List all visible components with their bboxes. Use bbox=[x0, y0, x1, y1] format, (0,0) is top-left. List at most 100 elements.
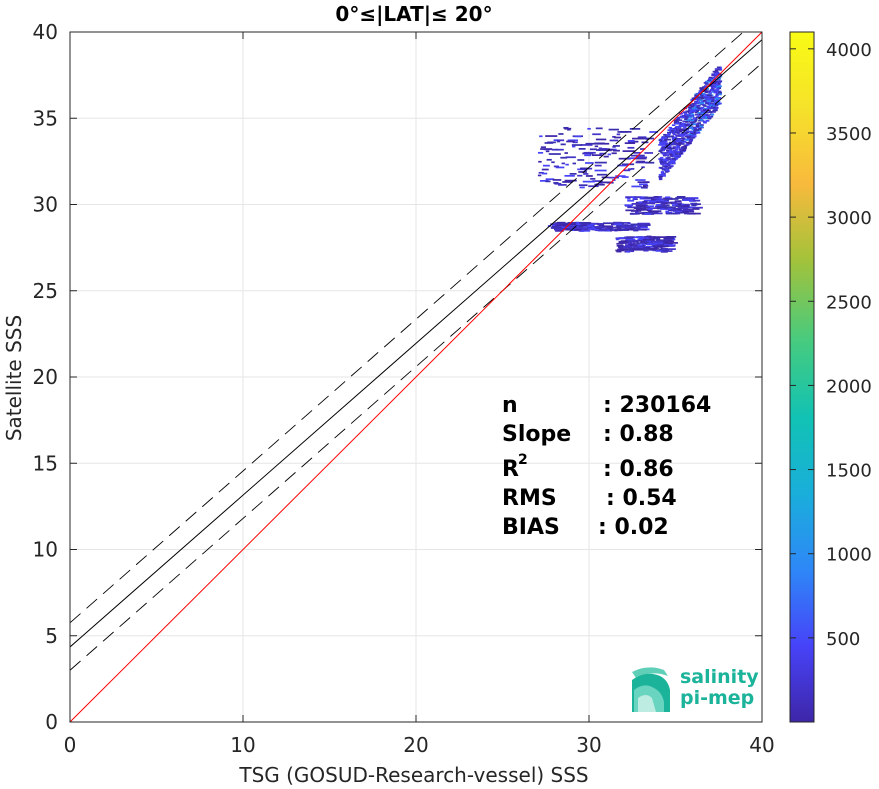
density-cell bbox=[655, 250, 667, 252]
stat-bias-label: BIAS bbox=[502, 515, 560, 540]
density-cell bbox=[633, 236, 645, 239]
density-cell bbox=[630, 223, 642, 226]
density-cell bbox=[676, 150, 681, 153]
colorbar-tick-label: 3000 bbox=[826, 208, 872, 229]
density-cell bbox=[655, 199, 663, 202]
density-cell bbox=[595, 138, 607, 141]
density-cell bbox=[596, 173, 608, 176]
density-cell bbox=[585, 142, 598, 145]
colorbar-tick-label: 3500 bbox=[826, 124, 872, 145]
chart-title: 0°≤|LAT|≤ 20° bbox=[335, 2, 492, 26]
density-cell bbox=[688, 112, 692, 115]
density-cell bbox=[715, 71, 720, 74]
density-cell bbox=[694, 111, 699, 114]
density-cell bbox=[696, 108, 700, 111]
density-cell bbox=[667, 129, 671, 132]
density-cell bbox=[544, 142, 554, 144]
density-cell bbox=[700, 88, 704, 91]
density-cell bbox=[603, 155, 609, 158]
density-cell bbox=[678, 133, 682, 136]
density-cell bbox=[608, 128, 619, 131]
density-cell bbox=[578, 184, 588, 187]
density-cell bbox=[555, 230, 564, 232]
density-cell bbox=[675, 202, 682, 205]
density-cell bbox=[716, 100, 721, 103]
density-cell bbox=[712, 76, 716, 79]
density-cell bbox=[588, 185, 599, 188]
density-cell bbox=[539, 180, 549, 182]
density-cell bbox=[615, 175, 626, 177]
one-to-one-line bbox=[70, 32, 762, 722]
density-cell bbox=[685, 116, 689, 119]
density-cell bbox=[672, 146, 677, 148]
density-cell bbox=[700, 102, 705, 105]
density-cell bbox=[686, 124, 691, 127]
stat-n-value: : 230164 bbox=[603, 393, 711, 418]
density-cell bbox=[612, 145, 620, 147]
density-cell bbox=[677, 144, 682, 146]
density-cell bbox=[659, 244, 670, 247]
density-cell bbox=[538, 171, 544, 174]
density-cell bbox=[567, 223, 577, 226]
density-cell bbox=[593, 226, 606, 228]
density-cell bbox=[587, 127, 591, 130]
density-cell bbox=[696, 126, 700, 129]
density-cell bbox=[689, 114, 694, 117]
density-cell bbox=[689, 133, 693, 136]
density-cell bbox=[698, 109, 703, 111]
density-cell bbox=[623, 169, 631, 172]
density-cell bbox=[665, 244, 676, 247]
density-cell bbox=[683, 198, 696, 201]
density-cell bbox=[637, 181, 650, 184]
density-cell bbox=[615, 238, 620, 241]
density-cell bbox=[572, 162, 576, 165]
density-cell bbox=[668, 161, 672, 164]
density-cell bbox=[706, 105, 710, 108]
density-cell bbox=[595, 127, 603, 130]
density-cell bbox=[676, 129, 681, 132]
density-cell bbox=[667, 158, 672, 161]
density-cell bbox=[683, 206, 696, 209]
density-cell bbox=[662, 175, 666, 177]
density-cell bbox=[662, 165, 666, 167]
density-cell bbox=[689, 127, 693, 129]
density-cell bbox=[682, 149, 687, 151]
density-cell bbox=[665, 210, 669, 213]
density-cell bbox=[718, 85, 722, 88]
density-cell bbox=[638, 208, 651, 211]
density-cell bbox=[668, 149, 673, 151]
density-cell bbox=[662, 159, 666, 161]
density-cell bbox=[675, 134, 679, 137]
density-cell bbox=[649, 131, 658, 133]
density-cell bbox=[636, 212, 640, 215]
density-cell bbox=[692, 206, 703, 209]
density-cell bbox=[637, 227, 641, 229]
density-cell bbox=[565, 163, 569, 166]
density-cell bbox=[670, 142, 674, 144]
density-cell bbox=[692, 132, 696, 135]
density-cell bbox=[675, 205, 685, 208]
density-cell bbox=[608, 227, 613, 230]
density-cell bbox=[634, 157, 647, 160]
density-cell bbox=[669, 165, 673, 168]
density-cell bbox=[580, 144, 593, 146]
density-cell bbox=[709, 111, 713, 113]
density-cell bbox=[717, 78, 721, 80]
salinity-pi-mep-logo: salinity pi-mep bbox=[632, 666, 759, 712]
density-cell bbox=[690, 132, 694, 135]
density-cell bbox=[633, 197, 637, 200]
density-cell bbox=[685, 134, 690, 136]
stat-bias-value: : 0.02 bbox=[598, 515, 669, 540]
density-cell bbox=[569, 173, 577, 175]
density-cell bbox=[636, 242, 640, 245]
density-cell bbox=[641, 211, 648, 214]
density-cell bbox=[665, 239, 673, 242]
density-cell bbox=[678, 123, 683, 126]
density-cell bbox=[621, 224, 634, 227]
density-cell bbox=[671, 162, 676, 165]
density-cell bbox=[545, 180, 551, 183]
density-cell bbox=[677, 155, 682, 158]
density-cell bbox=[627, 157, 636, 160]
density-cell bbox=[654, 242, 663, 245]
density-cell bbox=[708, 78, 712, 80]
